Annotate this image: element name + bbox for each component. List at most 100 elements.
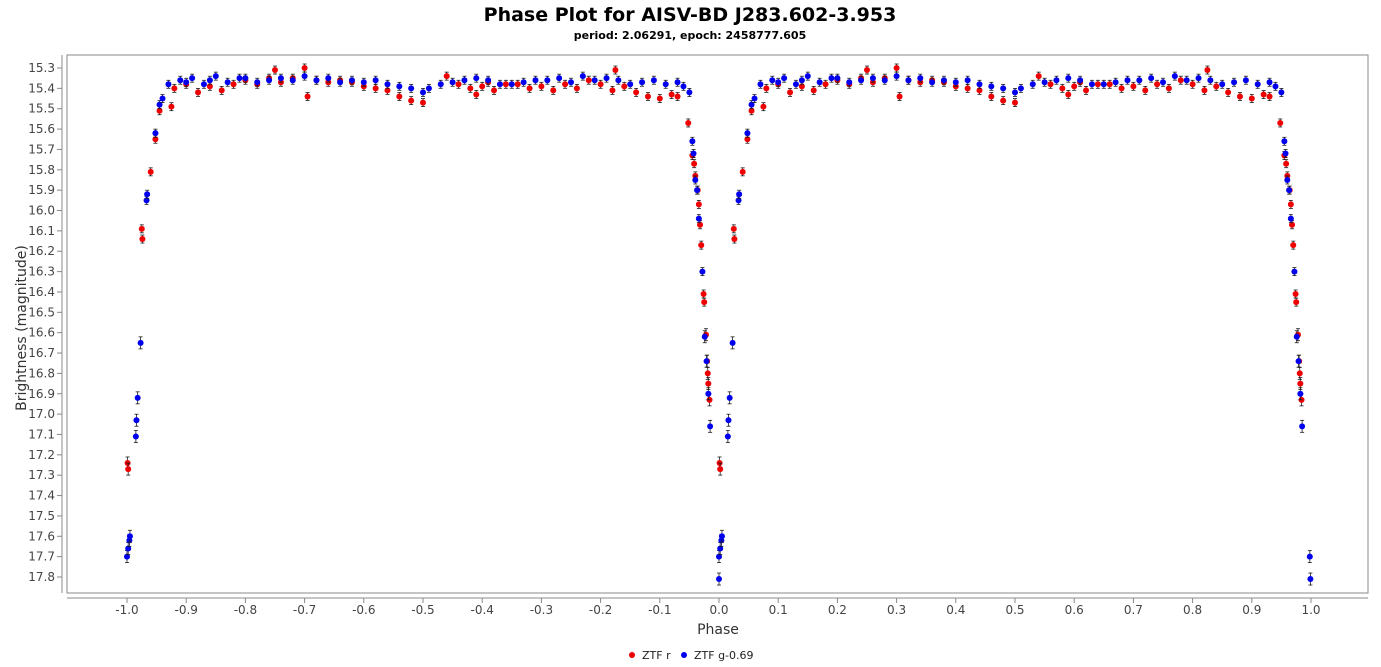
data-marker	[1094, 81, 1101, 88]
data-marker	[1154, 81, 1161, 88]
data-marker	[1071, 83, 1078, 90]
data-marker	[1083, 87, 1090, 94]
data-marker	[1029, 81, 1036, 88]
data-point	[792, 79, 799, 89]
data-point	[1287, 200, 1294, 209]
data-marker	[508, 81, 515, 88]
y-tick-label: 16.5	[28, 305, 55, 319]
data-point	[139, 234, 146, 244]
data-marker	[133, 417, 140, 424]
data-point	[952, 77, 959, 87]
chart-title: Phase Plot for AISV-BD J283.602-3.953	[484, 4, 897, 26]
data-marker	[408, 85, 415, 92]
data-point	[384, 79, 391, 89]
data-marker	[372, 77, 379, 84]
data-marker	[585, 77, 592, 84]
data-point	[1077, 75, 1084, 85]
data-point	[526, 83, 533, 93]
data-point	[461, 75, 468, 85]
y-tick-label: 15.6	[28, 122, 55, 136]
data-point	[455, 79, 462, 89]
data-point	[691, 159, 698, 169]
data-marker	[156, 101, 163, 108]
data-marker	[1088, 81, 1095, 88]
data-point	[1282, 149, 1289, 158]
data-point	[816, 77, 823, 87]
data-marker	[1130, 83, 1137, 90]
data-marker	[1204, 67, 1211, 74]
y-tick-label: 16.2	[28, 244, 55, 258]
data-point	[615, 75, 622, 85]
y-tick-label: 17.7	[28, 550, 55, 564]
data-marker	[212, 73, 219, 80]
data-marker	[124, 553, 130, 560]
data-marker	[757, 81, 764, 88]
data-point	[697, 220, 704, 230]
data-marker	[556, 75, 563, 82]
data-point	[242, 73, 249, 83]
data-marker	[360, 79, 367, 86]
data-marker	[988, 93, 995, 100]
data-point	[810, 85, 817, 95]
data-point	[1035, 71, 1042, 81]
data-marker	[156, 107, 163, 114]
data-marker	[1291, 268, 1298, 275]
data-marker	[1296, 370, 1303, 377]
data-marker	[656, 95, 663, 102]
data-marker	[502, 81, 509, 88]
data-marker	[893, 73, 900, 80]
data-marker	[1000, 85, 1007, 92]
y-tick-label: 16.9	[28, 387, 55, 401]
legend-label: ZTF g-0.69	[694, 649, 754, 662]
data-marker	[1219, 81, 1226, 88]
data-marker	[760, 103, 767, 110]
data-marker	[698, 242, 705, 249]
y-tick-label: 16.1	[28, 224, 55, 238]
data-point	[132, 430, 139, 443]
data-point	[168, 102, 175, 112]
data-marker	[697, 221, 704, 228]
x-tick-label: -0.7	[293, 603, 316, 617]
data-marker	[301, 73, 308, 80]
x-tick-label: -0.8	[234, 603, 257, 617]
data-marker	[798, 83, 805, 90]
data-point	[760, 102, 767, 112]
data-point	[137, 336, 144, 350]
data-point	[579, 71, 586, 81]
data-point	[152, 128, 159, 138]
data-marker	[603, 75, 610, 82]
data-marker	[473, 91, 480, 98]
data-marker	[680, 83, 687, 90]
data-point	[751, 94, 758, 103]
data-marker	[744, 130, 751, 137]
data-marker	[1106, 81, 1113, 88]
data-point	[1201, 85, 1208, 95]
data-point	[692, 175, 699, 185]
data-point	[689, 136, 696, 146]
data-marker	[189, 75, 196, 82]
data-marker	[449, 79, 456, 86]
data-marker	[183, 79, 190, 86]
data-point	[633, 88, 640, 97]
y-tick-label: 17.0	[28, 407, 55, 421]
data-marker	[822, 81, 829, 88]
data-point	[1142, 85, 1149, 95]
data-point	[881, 75, 888, 85]
x-tick-label: -0.2	[589, 603, 612, 617]
data-point	[644, 92, 651, 101]
legend-marker	[629, 652, 635, 658]
data-point	[988, 92, 995, 101]
data-point	[1100, 79, 1107, 89]
data-point	[1254, 79, 1261, 89]
data-marker	[254, 79, 261, 86]
data-marker	[976, 81, 983, 88]
data-marker	[668, 91, 675, 98]
data-point	[650, 75, 657, 85]
data-point	[597, 79, 604, 89]
data-point	[125, 462, 132, 476]
data-point	[183, 77, 190, 87]
data-marker	[739, 168, 746, 175]
y-axis-label: Brightness (magnitude)	[14, 245, 30, 411]
data-point	[1165, 83, 1172, 93]
data-point	[1112, 77, 1119, 87]
